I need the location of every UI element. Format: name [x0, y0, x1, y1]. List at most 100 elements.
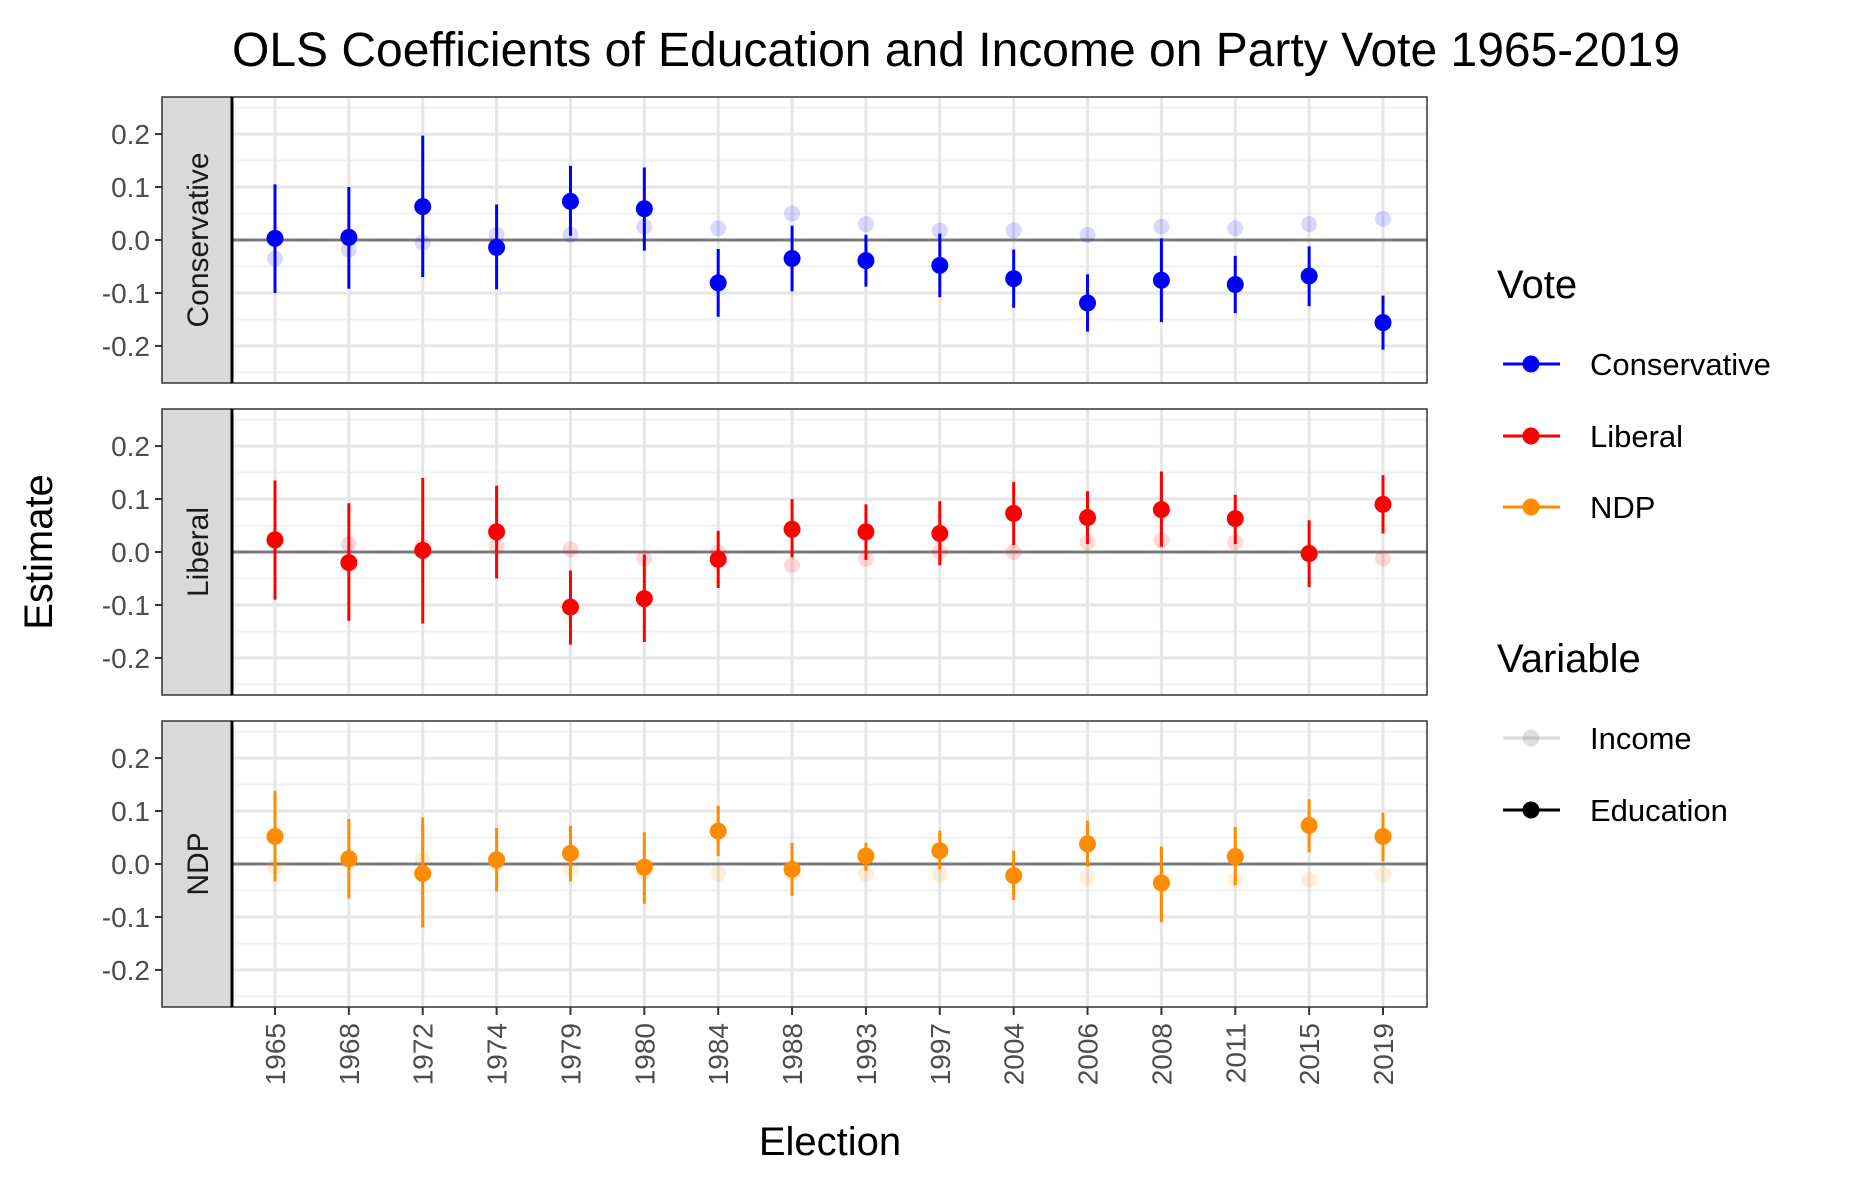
- education-point: [488, 851, 506, 869]
- education-point: [1374, 314, 1392, 332]
- income-point: [931, 222, 948, 239]
- y-tick-label: -0.2: [102, 331, 150, 362]
- income-point: [857, 216, 874, 233]
- education-point: [266, 229, 284, 247]
- income-point: [1079, 226, 1096, 243]
- education-point: [635, 858, 653, 876]
- y-axis-title: Estimate: [17, 474, 61, 630]
- education-point: [340, 228, 358, 246]
- income-point: [1375, 210, 1391, 227]
- education-point: [1079, 835, 1097, 853]
- legend: Vote Conservative Liberal NDP Variable Income…: [1497, 263, 1771, 828]
- x-tick-label: 1997: [925, 1023, 956, 1085]
- legend-key-point: [1522, 801, 1540, 819]
- facet-panels: Conservative 0.2 0.1 0.0 -0.1 -0.2 Liberal 0.2 0…: [102, 96, 1428, 1008]
- x-tick-label: 2015: [1294, 1023, 1325, 1085]
- x-tick-label: 2008: [1146, 1023, 1177, 1085]
- income-point: [1375, 866, 1391, 883]
- income-point: [1301, 871, 1318, 888]
- income-point: [1005, 544, 1022, 560]
- y-tick-label: 0.1: [111, 484, 150, 515]
- education-point: [783, 520, 801, 538]
- education-point: [340, 850, 358, 868]
- legend-label: Liberal: [1590, 419, 1683, 454]
- x-tick-label: 1993: [851, 1023, 882, 1085]
- income-point: [784, 557, 801, 574]
- x-axis: 1965 1968 1972 1974 1979 1980 1984 1988 1993 1997…: [260, 1007, 1399, 1085]
- income-point: [1079, 868, 1096, 885]
- y-tick-label: -0.2: [102, 643, 150, 674]
- x-tick-label: 1965: [260, 1023, 291, 1085]
- education-point: [635, 590, 653, 608]
- income-point: [1227, 220, 1244, 237]
- education-point: [709, 822, 727, 840]
- education-point: [340, 554, 358, 572]
- income-point: [931, 866, 948, 883]
- income-point: [857, 865, 874, 882]
- education-point: [414, 865, 432, 883]
- education-point: [783, 250, 801, 268]
- chart-title: OLS Coefficients of Education and Income…: [232, 24, 1680, 77]
- legend-key-point: [1522, 498, 1540, 516]
- education-point: [1374, 495, 1392, 513]
- legend-label: NDP: [1590, 490, 1655, 525]
- education-point: [635, 200, 653, 218]
- education-point: [1005, 270, 1023, 288]
- education-point: [1300, 816, 1318, 834]
- y-tick-label: 0.2: [111, 743, 150, 774]
- x-tick-label: 1984: [703, 1023, 734, 1085]
- education-point: [488, 238, 506, 256]
- education-point: [1005, 867, 1023, 885]
- legend-key-point: [1522, 427, 1540, 445]
- legend-title-vote: Vote: [1497, 263, 1577, 307]
- x-tick-label: 1988: [777, 1023, 808, 1085]
- education-point: [931, 524, 949, 542]
- education-point: [1079, 509, 1097, 527]
- income-point: [1375, 550, 1391, 567]
- legend-label: Income: [1590, 721, 1692, 756]
- education-point: [1152, 271, 1170, 289]
- legend-label: Conservative: [1590, 347, 1771, 382]
- education-point: [783, 860, 801, 878]
- education-point: [266, 531, 284, 549]
- strip-label: Liberal: [182, 507, 215, 597]
- education-point: [414, 541, 432, 559]
- y-tick-label: 0.1: [111, 796, 150, 827]
- y-tick-label: 0.0: [111, 849, 150, 880]
- education-point: [1226, 510, 1244, 528]
- strip-label: Conservative: [182, 152, 215, 327]
- income-point: [784, 205, 801, 222]
- x-tick-label: 1979: [555, 1023, 586, 1085]
- education-point: [857, 847, 875, 865]
- legend-label: Education: [1590, 793, 1728, 828]
- income-point: [710, 220, 727, 237]
- legend-key-point: [1522, 355, 1540, 373]
- education-point: [561, 192, 579, 210]
- education-point: [1374, 827, 1392, 845]
- education-point: [709, 550, 727, 568]
- education-point: [1079, 294, 1097, 312]
- strip-background: [161, 96, 233, 384]
- x-tick-label: 2011: [1220, 1023, 1251, 1083]
- legend-key-point: [1522, 729, 1540, 747]
- y-tick-label: -0.1: [102, 278, 150, 309]
- y-tick-label: -0.1: [102, 590, 150, 621]
- education-point: [561, 844, 579, 862]
- y-tick-label: 0.2: [111, 119, 150, 150]
- x-tick-label: 2006: [1073, 1023, 1104, 1085]
- education-point: [1300, 267, 1318, 285]
- y-tick-label: 0.0: [111, 537, 150, 568]
- y-tick-label: 0.2: [111, 431, 150, 462]
- panel-conservative: Conservative 0.2 0.1 0.0 -0.1 -0.2: [102, 96, 1428, 384]
- education-point: [1300, 545, 1318, 563]
- panel-ndp: NDP 0.2 0.1 0.0 -0.1 -0.2: [102, 720, 1428, 1008]
- income-point: [1153, 218, 1170, 235]
- x-tick-label: 1972: [408, 1023, 439, 1085]
- x-tick-label: 2004: [999, 1023, 1030, 1085]
- education-point: [1226, 848, 1244, 866]
- education-point: [1152, 501, 1170, 519]
- y-tick-label: 0.1: [111, 172, 150, 203]
- education-point: [709, 274, 727, 292]
- education-point: [1005, 504, 1023, 522]
